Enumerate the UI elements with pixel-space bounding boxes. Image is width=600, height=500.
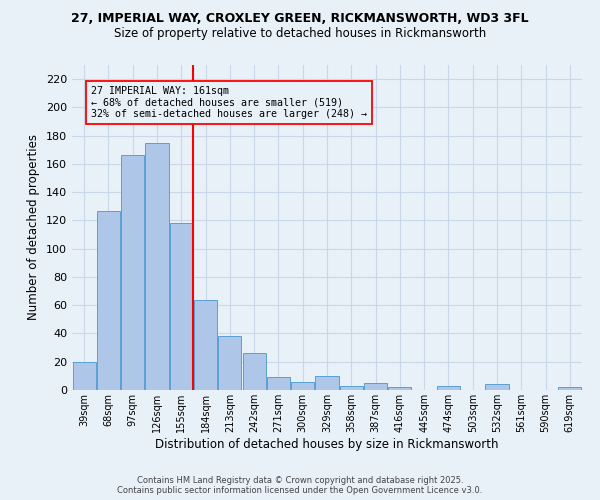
Bar (267, 378, 290, 390)
Bar (145, 142, 169, 390)
Bar (316, 376, 338, 390)
Text: Contains HM Land Registry data © Crown copyright and database right 2025.
Contai: Contains HM Land Registry data © Crown c… (118, 476, 482, 495)
Text: Size of property relative to detached houses in Rickmansworth: Size of property relative to detached ho… (114, 28, 486, 40)
Bar (559, 387, 581, 390)
Y-axis label: Number of detached properties: Number of detached properties (28, 134, 40, 320)
Bar (97, 210, 120, 390)
Bar (194, 300, 217, 390)
Bar (73, 362, 95, 390)
Bar (121, 156, 144, 390)
X-axis label: Distribution of detached houses by size in Rickmansworth: Distribution of detached houses by size … (155, 438, 499, 450)
Bar (291, 382, 314, 390)
Text: 27, IMPERIAL WAY, CROXLEY GREEN, RICKMANSWORTH, WD3 3FL: 27, IMPERIAL WAY, CROXLEY GREEN, RICKMAN… (71, 12, 529, 26)
Bar (218, 336, 241, 390)
Bar (364, 383, 387, 390)
Bar (340, 386, 363, 390)
Bar (437, 386, 460, 390)
Bar (485, 384, 509, 390)
Bar (242, 354, 266, 390)
Bar (170, 224, 193, 390)
Bar (388, 387, 412, 390)
Text: 27 IMPERIAL WAY: 161sqm
← 68% of detached houses are smaller (519)
32% of semi-d: 27 IMPERIAL WAY: 161sqm ← 68% of detache… (91, 86, 367, 120)
